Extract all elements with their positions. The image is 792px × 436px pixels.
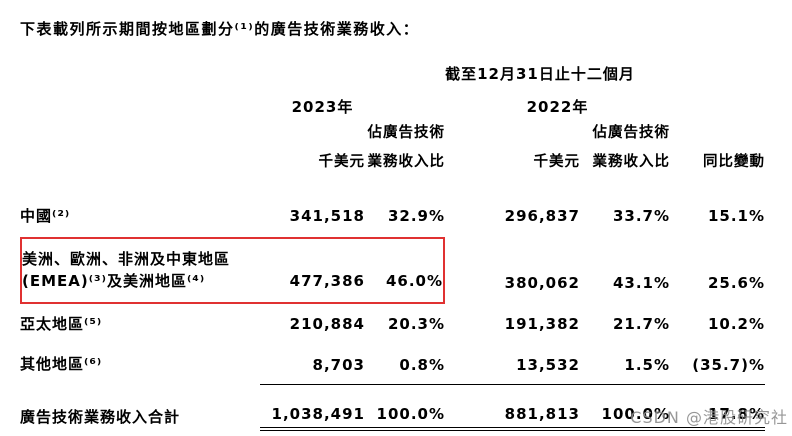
col-header-share-2022: 佔廣告技術 業務收入比 bbox=[592, 125, 670, 170]
value-share-2022: 21.7% bbox=[612, 314, 670, 333]
csdn-watermark: CSDN @港股研究社 bbox=[630, 408, 788, 427]
col-header-usd-2022: 千美元 bbox=[533, 154, 580, 170]
total-usd-2023: 1,038,491 bbox=[260, 399, 365, 431]
value-usd-2023: 210,884 bbox=[289, 314, 365, 333]
col-header-usd-2023: 千美元 bbox=[318, 154, 365, 170]
value-share-2022: 43.1% bbox=[612, 274, 670, 292]
value-usd-2023: 341,518 bbox=[289, 207, 365, 225]
year-2022-header: 2022年 bbox=[526, 98, 589, 116]
empty-cell bbox=[20, 385, 765, 399]
value-share-2022: 1.5% bbox=[580, 344, 670, 385]
value-share-2023: 20.3% bbox=[387, 314, 445, 333]
value-yoy: 15.1% bbox=[707, 207, 765, 225]
value-yoy: (35.7)% bbox=[670, 344, 765, 385]
col-header-share-2023: 佔廣告技術 業務收入比 bbox=[367, 125, 445, 170]
empty-cell bbox=[20, 94, 260, 119]
year-2023-header: 2023年 bbox=[291, 98, 354, 116]
region-label: 美洲、歐洲、非洲及中東地區(EMEA)⁽³⁾及美洲地區⁽⁴⁾ bbox=[20, 236, 260, 304]
table-row-china: 中國⁽²⁾ 341,518 32.9% 296,837 33.7% 15.1% bbox=[20, 179, 765, 237]
total-usd-2022: 881,813 bbox=[445, 399, 580, 431]
year-header-row: 2023年 2022年 bbox=[20, 94, 765, 119]
region-label: 其他地區⁽⁶⁾ bbox=[20, 355, 103, 373]
value-usd-2023: 477,386 bbox=[260, 236, 365, 304]
empty-cell bbox=[670, 39, 765, 94]
total-share-2022: 100.0% bbox=[580, 399, 670, 431]
value-yoy: 10.2% bbox=[707, 314, 765, 333]
empty-cell bbox=[20, 119, 260, 179]
empty-cell bbox=[670, 94, 765, 119]
column-header-row: 千美元 佔廣告技術 業務收入比 千美元 佔廣告技術 業務收入比 同比變動 bbox=[20, 119, 765, 179]
period-header: 截至12月31日止十二個月 bbox=[445, 65, 635, 83]
table-row-other-regions: 其他地區⁽⁶⁾ 8,703 0.8% 13,532 1.5% (35.7)% bbox=[20, 344, 765, 385]
empty-cell bbox=[20, 39, 260, 94]
value-usd-2022: 296,837 bbox=[504, 207, 580, 225]
value-share-2023: 0.8% bbox=[365, 344, 445, 385]
table-row-emea-americas-highlighted: 美洲、歐洲、非洲及中東地區(EMEA)⁽³⁾及美洲地區⁽⁴⁾ 477,386 4… bbox=[20, 236, 765, 304]
total-label: 廣告技術業務收入合計 bbox=[20, 407, 181, 426]
value-yoy: 25.6% bbox=[707, 274, 765, 292]
ad-tech-revenue-table: 截至12月31日止十二個月 2023年 2022年 千美元 佔廣告技術 業務收入… bbox=[20, 39, 765, 431]
total-yoy: 17.8% bbox=[670, 399, 765, 431]
value-usd-2022: 380,062 bbox=[504, 274, 580, 292]
value-share-2023: 46.0% bbox=[365, 236, 445, 304]
value-usd-2023: 8,703 bbox=[260, 344, 365, 385]
col-header-yoy: 同比變動 bbox=[703, 154, 765, 170]
total-share-2023: 100.0% bbox=[365, 399, 445, 431]
table-row-apac: 亞太地區⁽⁵⁾ 210,884 20.3% 191,382 21.7% 10.2… bbox=[20, 304, 765, 345]
period-header-row: 截至12月31日止十二個月 bbox=[20, 39, 765, 94]
region-label: 中國⁽²⁾ bbox=[20, 207, 71, 225]
region-label: 亞太地區⁽⁵⁾ bbox=[20, 314, 103, 333]
value-usd-2022: 13,532 bbox=[445, 344, 580, 385]
spacer-row bbox=[20, 385, 765, 399]
page-title: 下表載列所示期間按地區劃分⁽¹⁾的廣告技術業務收入： bbox=[20, 20, 420, 38]
value-share-2022: 33.7% bbox=[612, 207, 670, 225]
value-usd-2022: 191,382 bbox=[504, 314, 580, 333]
table-row-total: 廣告技術業務收入合計 1,038,491 100.0% 881,813 100.… bbox=[20, 399, 765, 431]
value-share-2023: 32.9% bbox=[387, 207, 445, 225]
